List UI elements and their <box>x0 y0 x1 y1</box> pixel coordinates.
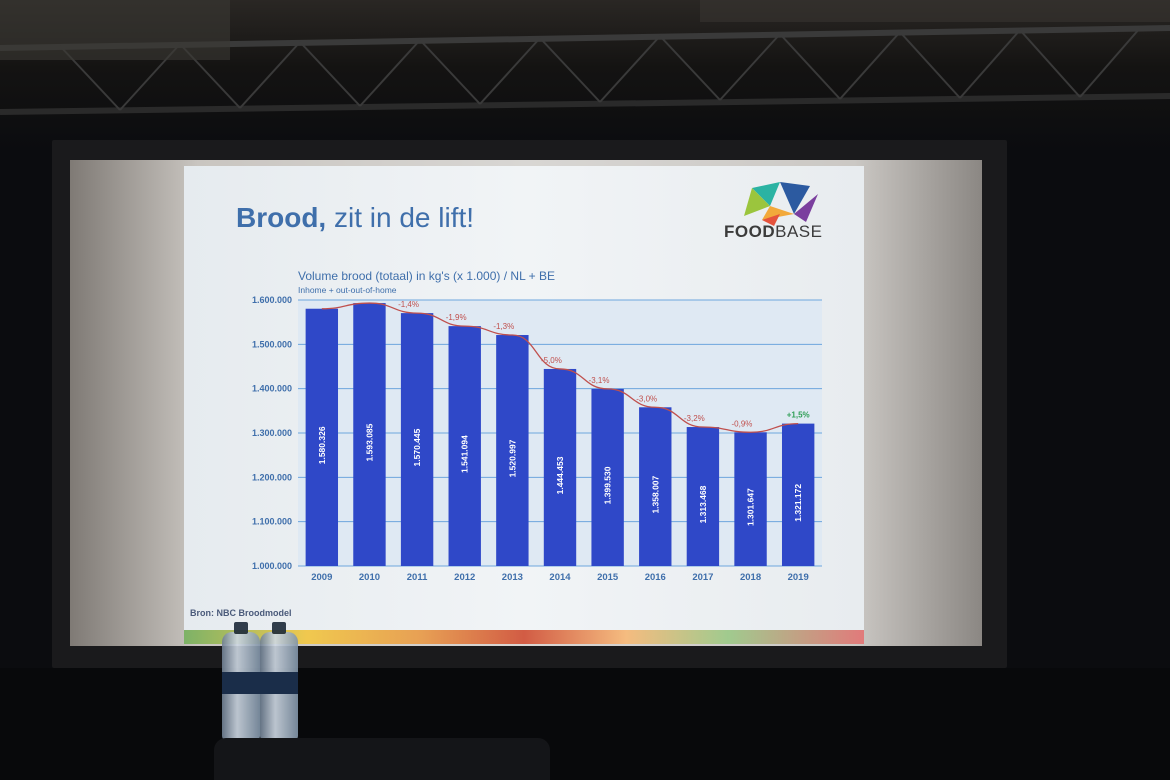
bar <box>734 432 767 566</box>
x-tick-label: 2019 <box>788 572 809 583</box>
bar <box>305 308 339 566</box>
stage-floor <box>0 668 1170 780</box>
x-tick-label: 2009 <box>311 572 332 583</box>
bar <box>448 326 481 566</box>
bar-chart: 1.000.000 1.100.000 1.200.000 1.300.000 1.40… <box>252 295 822 583</box>
decorative-stripe <box>184 630 864 644</box>
bar-value-label: 1.580.326 <box>317 426 327 464</box>
bar-value-label: 1.321.172 <box>793 484 803 522</box>
water-bottle-left <box>222 622 260 740</box>
bar <box>686 427 720 566</box>
change-label: -5,0% <box>541 356 562 365</box>
x-tick-label: 2012 <box>454 572 475 583</box>
bar-value-label: 1.541.094 <box>460 435 470 473</box>
slide-title-rest: zit in de lift! <box>326 202 475 233</box>
bar <box>353 303 386 566</box>
y-tick-label: 1.500.000 <box>252 339 292 349</box>
water-bottle-right <box>260 622 298 740</box>
source-note: Bron: NBC Broodmodel <box>190 608 292 618</box>
change-label: -0,9% <box>732 419 753 428</box>
bar-value-label: 1.444.453 <box>555 456 565 494</box>
x-tick-label: 2015 <box>597 572 619 583</box>
chart-title: Volume brood (totaal) in kg's (x 1.000) … <box>298 269 555 283</box>
x-tick-label: 2011 <box>407 572 428 583</box>
x-tick-label: 2016 <box>645 572 666 583</box>
slide-title: Brood, zit in de lift! <box>236 202 474 234</box>
bar <box>400 313 434 566</box>
x-tick-label: 2018 <box>740 572 761 583</box>
logo-text-bold: FOOD <box>724 222 776 241</box>
change-label: -1,9% <box>446 313 467 322</box>
change-label: -1,3% <box>493 322 514 331</box>
bar-value-label: 1.570.445 <box>412 428 422 466</box>
bar <box>591 388 624 566</box>
bar <box>781 423 815 566</box>
y-tick-label: 1.400.000 <box>252 384 292 394</box>
table <box>214 738 550 780</box>
change-label: -3,1% <box>589 376 610 385</box>
bar <box>639 407 672 566</box>
chart-subtitle: Inhome + out-out-of-home <box>298 285 397 295</box>
y-tick-label: 1.000.000 <box>252 561 292 571</box>
slide-title-bold: Brood, <box>236 202 327 233</box>
bar <box>496 335 529 566</box>
change-label: -3,0% <box>636 394 657 403</box>
bar-value-label: 1.520.997 <box>507 439 517 477</box>
bar-value-label: 1.358.007 <box>650 475 660 513</box>
presentation-slide: Brood, zit in de lift! FOODBASE Volume b… <box>184 166 864 644</box>
bar-value-label: 1.313.468 <box>698 485 708 523</box>
trend-line <box>321 302 799 433</box>
foodbase-logo-text: FOODBASE <box>724 222 822 242</box>
y-tick-label: 1.600.000 <box>252 295 292 305</box>
x-tick-label: 2013 <box>502 572 523 583</box>
y-tick-label: 1.200.000 <box>252 472 292 482</box>
change-label: -1,4% <box>398 300 419 309</box>
bar-value-label: 1.399.530 <box>603 466 613 504</box>
y-tick-label: 1.100.000 <box>252 517 292 527</box>
change-label: +1,5% <box>787 411 810 420</box>
change-label: -3,2% <box>684 414 705 423</box>
logo-text-thin: BASE <box>775 222 823 241</box>
y-tick-label: 1.300.000 <box>252 428 292 438</box>
x-tick-label: 2014 <box>549 572 571 583</box>
lighting-truss <box>0 0 1170 115</box>
bar-value-label: 1.593.085 <box>364 423 374 461</box>
foodbase-logo-icon <box>744 182 818 226</box>
x-tick-label: 2010 <box>359 572 380 583</box>
bar <box>543 368 577 566</box>
x-tick-label: 2017 <box>692 572 713 583</box>
bar-value-label: 1.301.647 <box>746 488 756 526</box>
